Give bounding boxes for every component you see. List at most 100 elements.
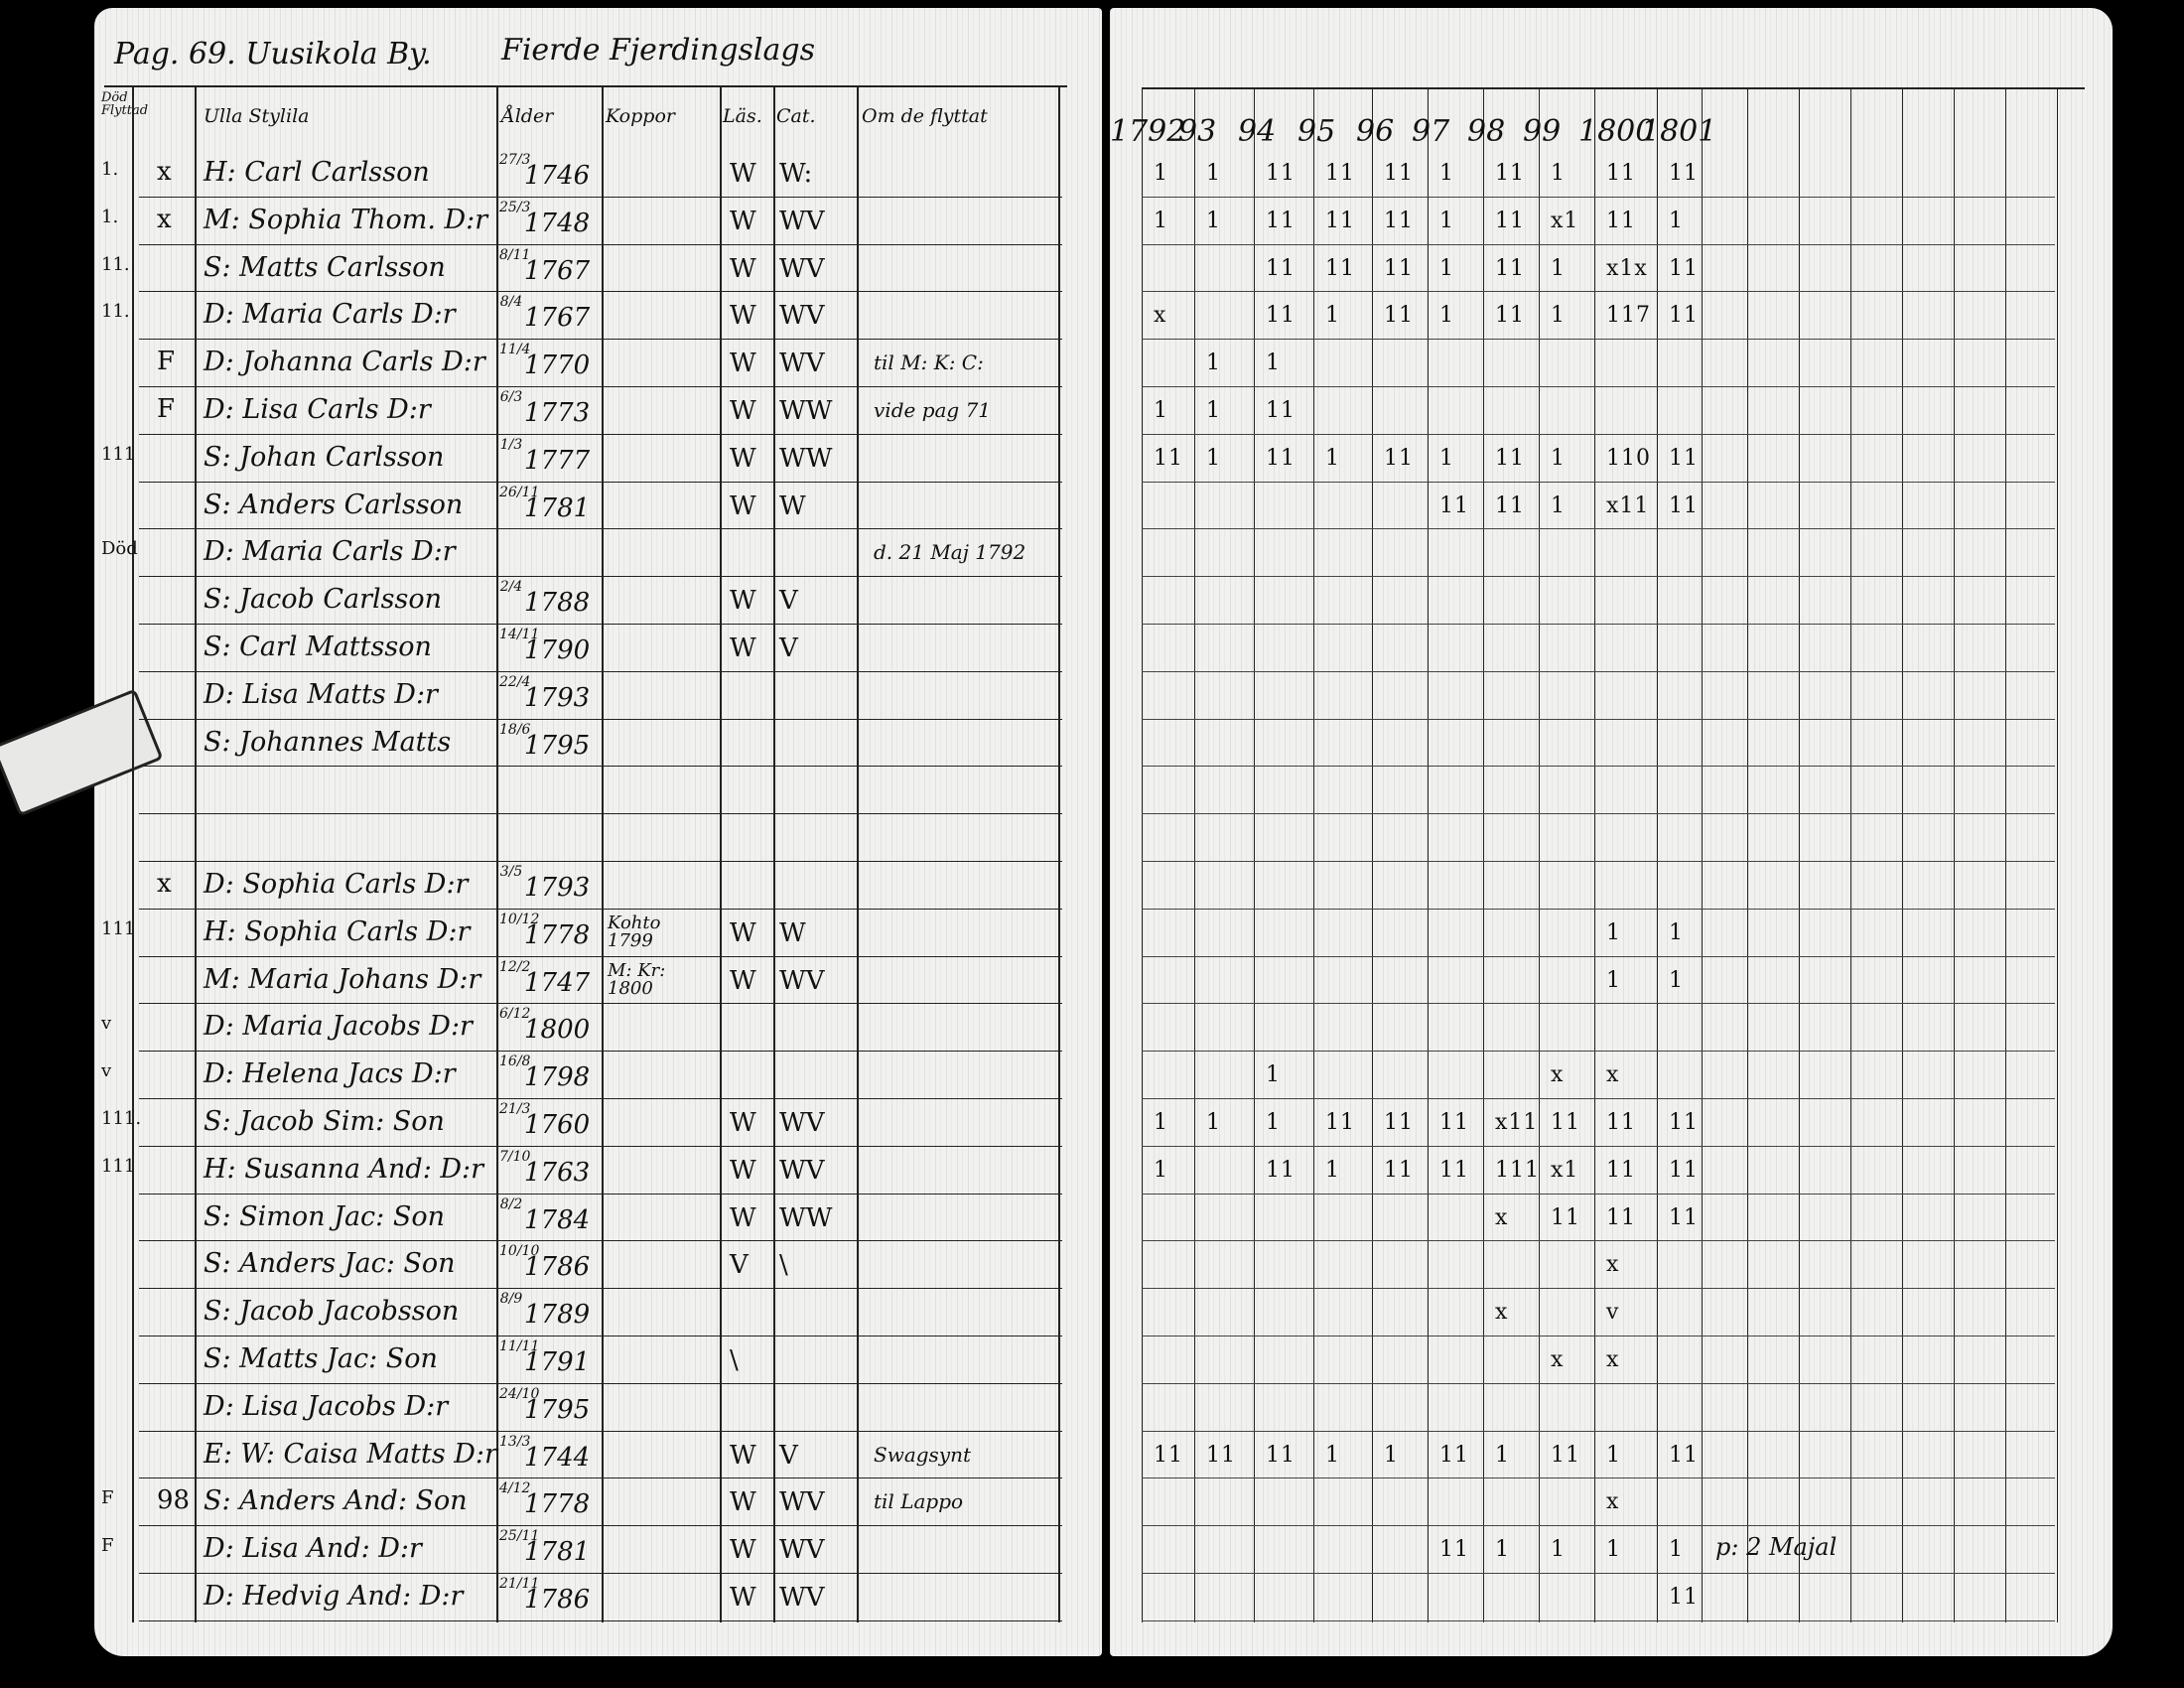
row-rule — [139, 196, 1062, 198]
person-name: D: Lisa Carls D:r — [204, 394, 431, 425]
attendance-mark: 1 — [1606, 1537, 1621, 1563]
birth-day-month: 8/9 — [499, 1291, 523, 1308]
catechism-mark: WW — [779, 1202, 833, 1233]
row-rule — [139, 861, 1062, 862]
attendance-mark: 1 — [1154, 161, 1168, 186]
column-header: Koppor — [606, 105, 675, 127]
margin-mark: F — [101, 1535, 114, 1557]
attendance-mark: 11 — [1606, 1157, 1636, 1183]
district-title: Fierde Fjerdingslags — [501, 33, 816, 68]
row-rule — [139, 1430, 1062, 1432]
reading-mark: W — [730, 443, 756, 474]
person-name: S: Carl Mattsson — [204, 632, 432, 662]
attendance-mark: 11 — [1606, 1110, 1636, 1135]
attendance-mark: x — [1495, 1300, 1509, 1326]
reading-mark: W — [730, 1487, 756, 1518]
birth-year: 1786 — [524, 1585, 591, 1615]
birth-year: 1793 — [524, 873, 591, 903]
column-header: Läs. — [723, 105, 762, 127]
reading-mark: W — [730, 1583, 756, 1613]
year-header: 95 — [1297, 114, 1336, 149]
attendance-mark: x — [1606, 1347, 1620, 1372]
catechism-mark: V — [779, 1440, 798, 1471]
person-name: S: Anders And: Son — [204, 1485, 468, 1517]
birth-year: 1744 — [524, 1442, 591, 1473]
reading-mark: W — [730, 1108, 756, 1138]
column-rule — [2005, 87, 2006, 1622]
birth-year: 1767 — [524, 255, 591, 286]
attendance-mark: 11 — [1669, 445, 1699, 471]
year-header: 93 — [1178, 114, 1217, 149]
status-mark: x — [157, 204, 172, 234]
catechism-mark: WW — [779, 443, 833, 474]
birth-day-month: 2/4 — [499, 579, 523, 596]
birth-year: 1778 — [524, 1489, 591, 1520]
row-rule — [139, 1477, 1062, 1479]
person-name: D: Lisa And: D:r — [204, 1533, 422, 1565]
attendance-mark: 11 — [1669, 1585, 1699, 1610]
person-name: D: Helena Jacs D:r — [204, 1058, 456, 1090]
catechism-mark: W — [779, 917, 806, 948]
row-rule — [139, 528, 1062, 530]
attendance-mark: 1 — [1154, 208, 1168, 233]
row-rule — [139, 1051, 1062, 1053]
attendance-mark: 1 — [1669, 919, 1684, 945]
row-rule — [1142, 718, 2055, 720]
attendance-mark: 11 — [1495, 303, 1525, 329]
attendance-mark: 11 — [1439, 492, 1469, 518]
status-mark: 98 — [157, 1485, 191, 1516]
column-rule — [1799, 87, 1800, 1622]
attendance-mark: 11 — [1495, 208, 1525, 233]
reading-mark: W — [730, 1440, 756, 1471]
status-mark: x — [157, 157, 172, 187]
reading-mark: W — [730, 1535, 756, 1566]
margin-mark: Död — [101, 538, 138, 560]
attendance-mark: 110 — [1606, 445, 1651, 471]
birth-year: 1795 — [524, 1394, 591, 1425]
right-page — [1110, 8, 2113, 1656]
catechism-mark: WV — [779, 253, 825, 284]
attendance-mark: 11 — [1495, 161, 1525, 186]
person-name: S: Simon Jac: Son — [204, 1200, 445, 1232]
row-rule — [1142, 433, 2055, 435]
attendance-mark: 1 — [1206, 1110, 1221, 1135]
attendance-mark: 11 — [1154, 1442, 1183, 1468]
person-name: S: Johannes Matts — [204, 726, 452, 758]
reading-mark: W — [730, 1202, 756, 1233]
attendance-mark: 1 — [1439, 255, 1454, 281]
birth-year: 1793 — [524, 682, 591, 713]
catechism-mark: \ — [779, 1250, 788, 1281]
year-header: 1792 — [1110, 114, 1186, 149]
status-mark: F — [157, 347, 176, 377]
attendance-mark: 1 — [1266, 351, 1281, 376]
attendance-mark: 1 — [1551, 1537, 1566, 1563]
birth-day-month: 8/11 — [499, 246, 531, 263]
column-rule — [1954, 87, 1955, 1622]
person-name: M: Maria Johans D:r — [204, 963, 481, 995]
birth-year: 1778 — [524, 919, 591, 950]
column-rule — [1058, 85, 1060, 1622]
row-rule — [1142, 1525, 2055, 1527]
attendance-mark: 11 — [1669, 1110, 1699, 1135]
column-header: Om de flyttat — [862, 105, 988, 127]
attendance-mark: 11 — [1439, 1157, 1469, 1183]
attendance-mark: 1 — [1551, 255, 1566, 281]
row-rule — [139, 481, 1062, 483]
column-rule — [1702, 87, 1703, 1622]
reading-mark: W — [730, 633, 756, 663]
birth-year: 1770 — [524, 351, 591, 381]
attendance-mark: 11 — [1495, 445, 1525, 471]
attendance-mark: 1 — [1439, 303, 1454, 329]
attendance-mark: 11 — [1266, 445, 1296, 471]
remark-note: til Lappo — [874, 1489, 964, 1514]
attendance-mark: x1 — [1551, 208, 1579, 233]
row-rule — [1142, 1098, 2055, 1099]
attendance-mark: x — [1606, 1252, 1620, 1278]
header-rule — [104, 85, 1067, 87]
column-rule — [1372, 87, 1373, 1622]
attendance-mark: 11 — [1384, 303, 1414, 329]
reading-mark: W — [730, 1155, 756, 1186]
row-rule — [139, 1003, 1062, 1005]
row-rule — [139, 1382, 1062, 1384]
margin-mark: 111 — [101, 1155, 136, 1177]
